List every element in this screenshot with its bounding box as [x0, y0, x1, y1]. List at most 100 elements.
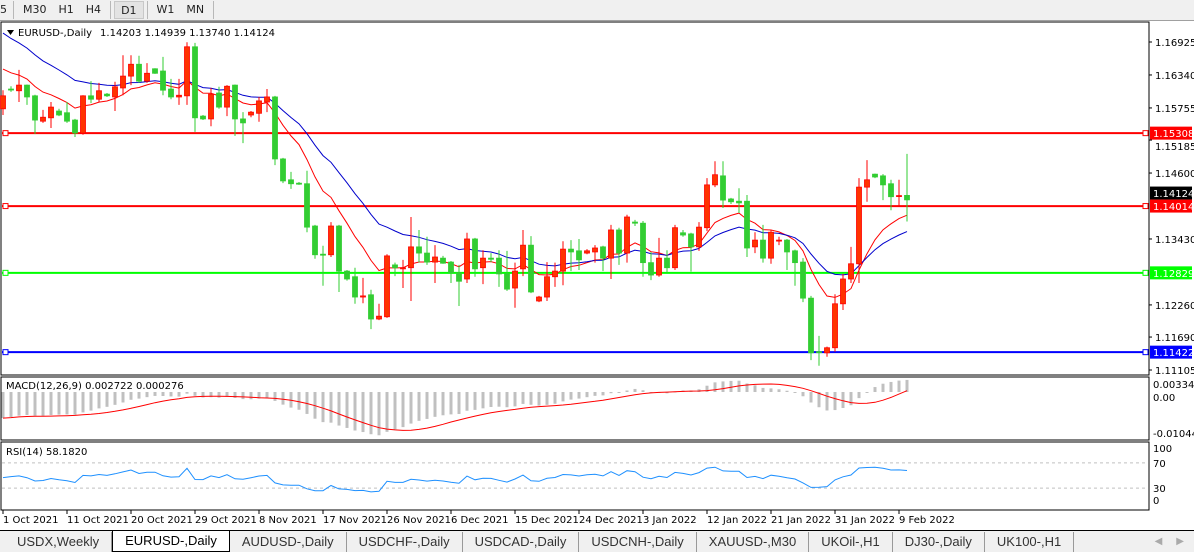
- chart-tab[interactable]: USDX,Weekly: [5, 531, 113, 552]
- candle-bearish: [64, 112, 70, 122]
- macd-histogram-bar: [833, 392, 837, 411]
- macd-histogram-bar: [761, 387, 765, 392]
- macd-histogram-bar: [329, 392, 333, 423]
- scroll-left-icon[interactable]: ◀: [1154, 536, 1163, 547]
- macd-histogram-bar: [185, 392, 189, 394]
- chart-tab[interactable]: AUDUSD-,Daily: [230, 531, 347, 552]
- level-handle[interactable]: [1142, 269, 1149, 276]
- candle-bearish: [792, 250, 798, 264]
- candle-bearish: [528, 244, 534, 293]
- chart-tab[interactable]: UKOil-,H1: [809, 531, 893, 552]
- macd-histogram-bar: [873, 387, 877, 392]
- timeframe-h4[interactable]: H4: [85, 3, 102, 16]
- level-handle[interactable]: [2, 349, 9, 356]
- date-tick-label: 20 Oct 2021: [131, 515, 193, 526]
- macd-histogram-bar: [33, 392, 37, 416]
- macd-panel[interactable]: [0, 376, 1150, 441]
- macd-histogram-bar: [617, 392, 621, 393]
- macd-histogram-bar: [785, 390, 789, 392]
- chart-tab[interactable]: EURUSD-,Daily: [112, 531, 230, 552]
- macd-histogram-bar: [201, 392, 205, 398]
- candle-bearish: [192, 46, 198, 119]
- candle-bearish: [424, 252, 430, 263]
- macd-signal-line: [2, 383, 908, 431]
- candle-bearish: [680, 232, 686, 236]
- macd-histogram-bar: [65, 392, 69, 415]
- macd-histogram-bar: [825, 392, 829, 411]
- level-handle[interactable]: [2, 269, 9, 276]
- date-tick-label: 3 Jan 2022: [643, 515, 697, 526]
- candle-bearish: [344, 270, 350, 280]
- candle-bearish: [136, 63, 142, 82]
- candle-bearish: [664, 257, 670, 269]
- candle-bearish: [640, 222, 646, 264]
- candle-bearish: [288, 179, 294, 185]
- level-handle[interactable]: [2, 130, 9, 137]
- timeframe-m30[interactable]: M30: [23, 3, 47, 16]
- candle-bullish: [408, 246, 414, 269]
- candle-bearish: [352, 276, 358, 298]
- candle-bearish: [88, 95, 94, 100]
- date-tick-label: 12 Jan 2022: [707, 515, 767, 526]
- candle-bearish: [240, 118, 246, 124]
- candle-bearish: [168, 88, 174, 98]
- macd-histogram-bar: [593, 392, 597, 396]
- candle-bearish: [720, 175, 726, 201]
- candle-bearish: [888, 183, 894, 198]
- level-handle[interactable]: [1142, 203, 1149, 210]
- macd-histogram-bar: [225, 392, 229, 397]
- macd-histogram-bar: [793, 392, 797, 393]
- timeframe-h1[interactable]: H1: [58, 3, 74, 16]
- timeframe-m5[interactable]: 5: [0, 3, 7, 16]
- candle-bullish: [208, 93, 214, 120]
- macd-histogram-bar: [241, 392, 245, 400]
- scroll-right-icon[interactable]: ▶: [1176, 536, 1184, 547]
- candle-bearish: [368, 294, 374, 320]
- candle-bearish: [56, 110, 62, 116]
- level-handle[interactable]: [1142, 349, 1149, 356]
- toolbar-separator: [110, 1, 112, 19]
- triangle-down-icon[interactable]: [7, 30, 14, 35]
- chart-tab[interactable]: USDCAD-,Daily: [463, 531, 580, 552]
- candle-bullish: [672, 227, 678, 269]
- macd-histogram-bar: [817, 392, 821, 408]
- date-tick-label: 26 Nov 2021: [387, 515, 451, 526]
- timeframe-mn[interactable]: MN: [186, 3, 205, 16]
- chart-window[interactable]: 1.14124 1.15308 1.14014 1.12829 1.11422 1.169…: [0, 0, 1194, 530]
- candle-bearish: [632, 221, 638, 224]
- candle-bullish: [328, 225, 334, 256]
- candle-bearish: [576, 250, 582, 261]
- macd-histogram-bar: [465, 392, 469, 411]
- candle-bullish: [432, 256, 438, 263]
- timeframe-w1[interactable]: W1: [156, 3, 175, 16]
- chart-tab[interactable]: USDCHF-,Daily: [347, 531, 463, 552]
- chart-tabs-bar: USDX,Weekly EURUSD-,Daily AUDUSD-,Daily USD…: [0, 530, 1194, 552]
- macd-histogram-bar: [385, 392, 389, 432]
- main-price-panel[interactable]: [0, 21, 1150, 376]
- rsi-panel[interactable]: [0, 441, 1150, 511]
- chart-symbol-label: EURUSD-,Daily: [18, 28, 92, 39]
- macd-histogram-bar: [25, 392, 29, 416]
- macd-histogram-bar: [641, 390, 645, 392]
- chart-tab[interactable]: UK100-,H1: [985, 531, 1075, 552]
- macd-histogram-bar: [265, 392, 269, 398]
- candle-bullish: [264, 96, 270, 103]
- price-tick-label: 1.15755: [1155, 104, 1194, 115]
- date-tick-label: 15 Dec 2021: [515, 515, 579, 526]
- macd-histogram-bar: [121, 392, 125, 403]
- moving-average-line: [2, 68, 908, 298]
- chart-tab[interactable]: DJ30-,Daily: [893, 531, 985, 552]
- level-handle[interactable]: [1142, 130, 1149, 137]
- candle-bullish: [80, 95, 86, 134]
- macd-histogram-bar: [449, 392, 453, 415]
- macd-histogram-bar: [745, 383, 749, 392]
- level-handle[interactable]: [2, 203, 9, 210]
- chart-title: EURUSD-,Daily 1.14203 1.14939 1.13740 1.1…: [18, 28, 275, 39]
- candle-bearish: [880, 175, 886, 186]
- macd-histogram-bar: [897, 380, 901, 392]
- timeframe-d1[interactable]: D1: [114, 1, 144, 19]
- macd-histogram-bar: [513, 392, 517, 407]
- chart-tab[interactable]: XAUUSD-,M30: [697, 531, 810, 552]
- macd-histogram-bar: [337, 392, 341, 426]
- chart-tab[interactable]: USDCNH-,Daily: [579, 531, 697, 552]
